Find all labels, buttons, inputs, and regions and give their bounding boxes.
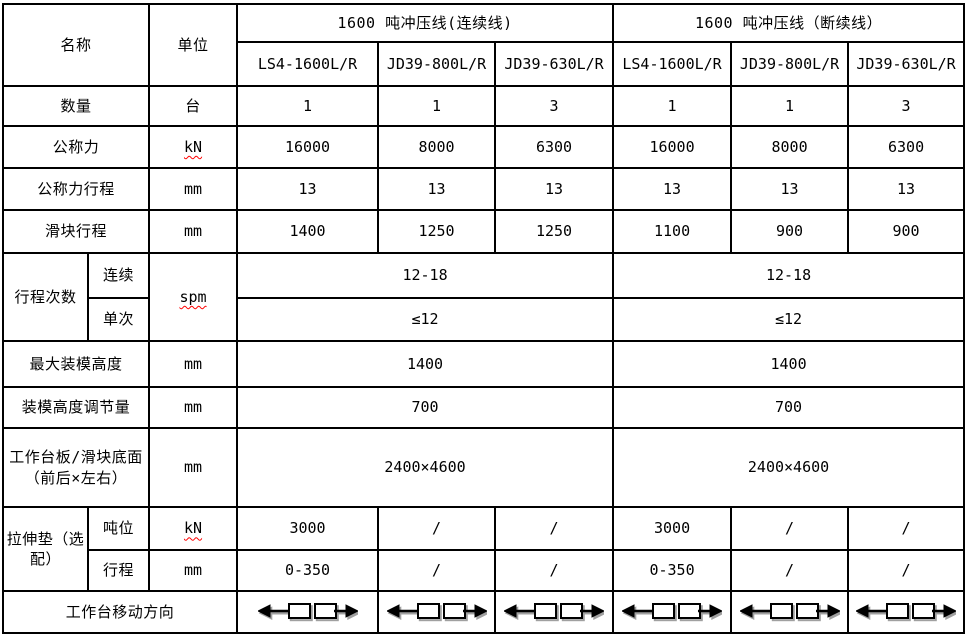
name-header: 名称	[1, 3, 151, 87]
unit-cell: mm	[148, 549, 239, 592]
move-direction-cell	[494, 590, 615, 634]
sub-label-cushion-stroke: 行程	[86, 549, 151, 592]
bolster-move-direction-icon	[504, 603, 605, 622]
value-cell: 16000	[236, 125, 380, 169]
value-cell: 3	[847, 85, 966, 127]
value-cell: 8000	[377, 125, 497, 169]
row-label-quantity: 数量	[1, 85, 151, 127]
value-cell: ≤12	[236, 297, 615, 342]
spec-table: 名称 单位 1600 吨冲压线(连续线) 1600 吨冲压线（断续线） LS4-…	[1, 3, 966, 634]
unit-cell: kN	[148, 506, 239, 551]
row-label-table-move-direction: 工作台移动方向	[1, 590, 239, 634]
value-cell: 6300	[847, 125, 966, 169]
value-cell: 900	[847, 209, 966, 254]
move-direction-cell	[612, 590, 733, 634]
model-header: JD39-800L/R	[377, 41, 497, 87]
value-cell: 0-350	[612, 549, 733, 592]
unit-header: 单位	[148, 3, 239, 87]
value-cell: 1400	[612, 340, 966, 388]
value-cell: 1400	[236, 340, 615, 388]
bolster-move-direction-icon	[856, 603, 957, 622]
value-cell: 1250	[377, 209, 497, 254]
spellcheck-underlined-unit: kN	[183, 519, 203, 538]
value-cell: 13	[847, 167, 966, 211]
row-label-nominal-force-stroke: 公称力行程	[1, 167, 151, 211]
model-header: JD39-630L/R	[847, 41, 966, 87]
unit-cell: mm	[148, 427, 239, 508]
move-direction-cell	[377, 590, 497, 634]
value-cell: 13	[730, 167, 850, 211]
value-cell: /	[847, 506, 966, 551]
model-header: LS4-1600L/R	[612, 41, 733, 87]
unit-cell: mm	[148, 167, 239, 211]
unit-cell: mm	[148, 340, 239, 388]
value-cell: 1400	[236, 209, 380, 254]
value-cell: /	[377, 506, 497, 551]
value-cell: 1	[612, 85, 733, 127]
value-cell: 3	[494, 85, 615, 127]
value-cell: 2400×4600	[612, 427, 966, 508]
value-cell: 13	[236, 167, 380, 211]
value-cell: 8000	[730, 125, 850, 169]
value-cell: /	[494, 506, 615, 551]
move-direction-cell	[847, 590, 966, 634]
model-header: LS4-1600L/R	[236, 41, 380, 87]
row-label-slide-stroke: 滑块行程	[1, 209, 151, 254]
unit-cell: kN	[148, 125, 239, 169]
row-label-stroke-rate: 行程次数	[2, 252, 89, 342]
value-cell: 13	[494, 167, 615, 211]
value-cell: 1	[236, 85, 380, 127]
bolster-move-direction-icon	[257, 603, 358, 622]
row-label-die-height-adjustment: 装模高度调节量	[1, 386, 151, 429]
value-cell: /	[494, 549, 615, 592]
bolster-move-direction-icon	[739, 603, 840, 622]
move-direction-cell	[730, 590, 850, 634]
unit-cell: mm	[148, 209, 239, 254]
value-cell: ≤12	[612, 297, 966, 342]
model-header: JD39-800L/R	[730, 41, 850, 87]
value-cell: 3000	[236, 506, 380, 551]
row-label-max-die-height: 最大装模高度	[1, 340, 151, 388]
unit-cell: 台	[148, 85, 239, 127]
value-cell: 12-18	[236, 252, 615, 299]
value-cell: /	[847, 549, 966, 592]
group-header-intermittent-line: 1600 吨冲压线（断续线）	[612, 3, 966, 43]
value-cell: 12-18	[612, 252, 966, 299]
bolster-move-direction-icon	[386, 603, 487, 622]
bolster-move-direction-icon	[622, 603, 723, 622]
value-cell: /	[377, 549, 497, 592]
value-cell: 13	[377, 167, 497, 211]
value-cell: /	[730, 549, 850, 592]
row-label-draw-cushion: 拉伸垫（选配）	[2, 506, 89, 592]
group-header-continuous-line: 1600 吨冲压线(连续线)	[236, 3, 615, 43]
value-cell: 700	[612, 386, 966, 429]
spellcheck-underlined-unit: kN	[183, 137, 203, 156]
value-cell: 0-350	[236, 549, 380, 592]
move-direction-cell	[236, 590, 380, 634]
model-header: JD39-630L/R	[494, 41, 615, 87]
unit-cell: spm	[148, 252, 239, 342]
value-cell: 6300	[494, 125, 615, 169]
unit-cell: mm	[148, 386, 239, 429]
row-label-nominal-force: 公称力	[1, 125, 151, 169]
value-cell: 1100	[612, 209, 733, 254]
value-cell: 1	[730, 85, 850, 127]
value-cell: 900	[730, 209, 850, 254]
value-cell: 3000	[612, 506, 733, 551]
sub-label-continuous: 连续	[86, 252, 151, 299]
value-cell: /	[730, 506, 850, 551]
value-cell: 1	[377, 85, 497, 127]
row-label-bolster-slide-area: 工作台板/滑块底面（前后×左右）	[1, 427, 151, 508]
spellcheck-underlined-unit: spm	[179, 287, 207, 306]
sub-label-tonnage: 吨位	[86, 506, 151, 551]
value-cell: 2400×4600	[236, 427, 615, 508]
sub-label-single: 单次	[86, 297, 151, 342]
value-cell: 16000	[612, 125, 733, 169]
value-cell: 700	[236, 386, 615, 429]
value-cell: 13	[612, 167, 733, 211]
value-cell: 1250	[494, 209, 615, 254]
